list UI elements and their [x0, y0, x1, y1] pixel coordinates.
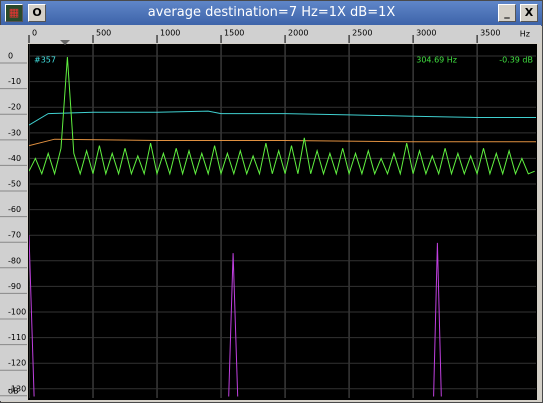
plot-area: [28, 44, 537, 400]
bin-readout: #357: [34, 56, 56, 65]
y-tick-label: -80: [8, 256, 21, 265]
menu-button[interactable]: O: [28, 4, 46, 22]
y-tick-label: -30: [8, 128, 21, 137]
y-tick-label: -120: [8, 359, 26, 368]
x-tick-label: 3500: [480, 29, 500, 38]
level-readout: -0.39 dB: [499, 56, 533, 65]
analyzer: #357 304.69 Hz -0.39 dB Hz dB 0 500 1000 15…: [0, 25, 541, 401]
y-tick-label: -10: [8, 77, 21, 86]
frequency-ruler: [0, 25, 541, 43]
x-tick-label: 3000: [416, 29, 436, 38]
x-tick-label: 2000: [288, 29, 308, 38]
y-tick-label: -90: [8, 282, 21, 291]
minimize-button[interactable]: _: [498, 4, 516, 22]
y-tick-label: -110: [8, 333, 26, 342]
x-unit: Hz: [520, 30, 530, 39]
x-tick-label: 1500: [224, 29, 244, 38]
level-ruler: [0, 25, 27, 401]
y-tick-label: -70: [8, 231, 21, 240]
trace: [29, 138, 536, 147]
x-tick-label: 500: [96, 29, 111, 38]
x-tick-label: 0: [32, 29, 37, 38]
y-tick-label: -50: [8, 180, 21, 189]
y-tick-label: -20: [8, 103, 21, 112]
y-tick-label: -100: [8, 307, 26, 316]
y-unit: dB: [8, 387, 19, 396]
trace: [29, 56, 535, 176]
trace: [29, 110, 536, 126]
x-tick-label: 1000: [160, 29, 180, 38]
y-tick-label: -130: [8, 384, 26, 393]
app-icon[interactable]: ▦: [5, 4, 23, 22]
title-bar: ▦ O average destination=7 Hz=1X dB=1X _ …: [1, 1, 542, 26]
x-tick-label: 2500: [352, 29, 372, 38]
y-tick-label: 0: [8, 52, 13, 61]
y-tick-label: -60: [8, 205, 21, 214]
trace: [29, 235, 442, 397]
y-tick-label: -40: [8, 154, 21, 163]
marker-pointer: [60, 40, 70, 45]
window-title: average destination=7 Hz=1X dB=1X: [147, 5, 396, 20]
frequency-readout: 304.69 Hz: [416, 56, 457, 65]
close-button[interactable]: X: [520, 4, 538, 22]
